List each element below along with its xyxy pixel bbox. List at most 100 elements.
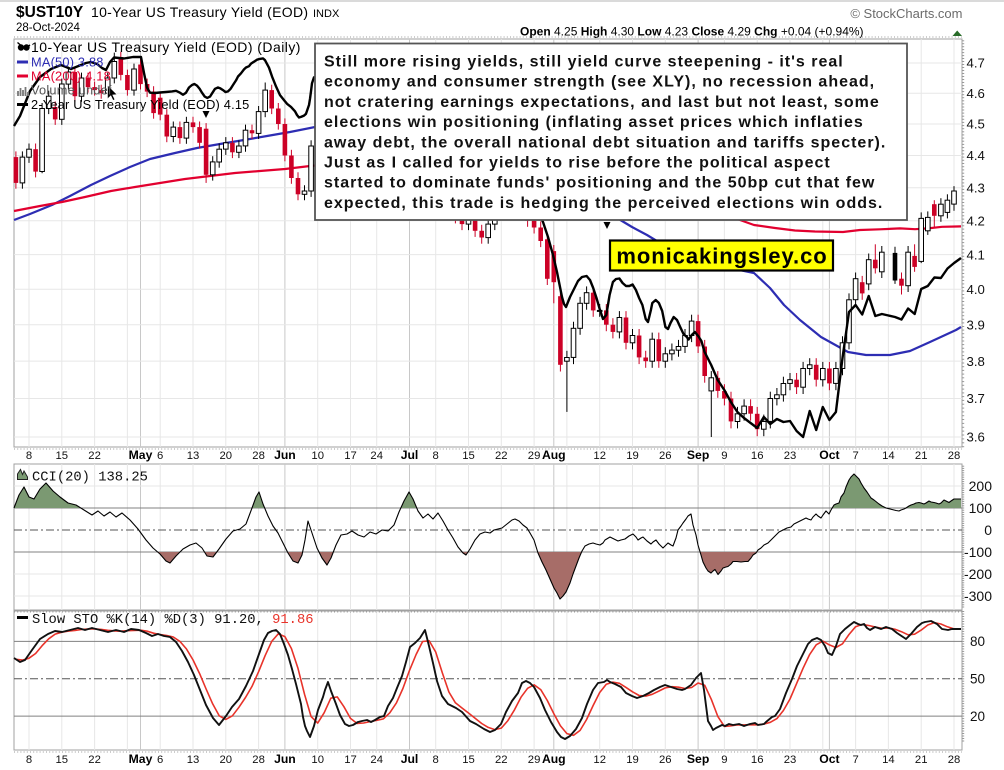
svg-text:12: 12 <box>593 450 606 462</box>
svg-text:4.3: 4.3 <box>967 181 985 196</box>
svg-text:19: 19 <box>626 450 639 462</box>
svg-text:21: 21 <box>915 754 928 766</box>
svg-text:19: 19 <box>626 754 639 766</box>
svg-text:© StockCharts.com: © StockCharts.com <box>850 6 962 21</box>
svg-text:expected, this trade is hedgin: expected, this trade is hedging the perc… <box>324 195 883 212</box>
svg-text:24: 24 <box>370 754 383 766</box>
svg-text:80: 80 <box>970 634 985 649</box>
svg-text:15: 15 <box>56 754 69 766</box>
svg-text:22: 22 <box>495 754 508 766</box>
svg-text:Aug: Aug <box>542 448 566 462</box>
svg-text:24: 24 <box>370 450 383 462</box>
svg-text:200: 200 <box>969 478 993 494</box>
svg-text:6: 6 <box>157 754 163 766</box>
svg-text:away debt, the overall nationa: away debt, the overall national debt sit… <box>324 134 886 151</box>
svg-text:3.8: 3.8 <box>967 354 985 369</box>
svg-text:7: 7 <box>852 754 858 766</box>
svg-text:6: 6 <box>157 450 163 462</box>
svg-text:8: 8 <box>433 754 439 766</box>
svg-text:10: 10 <box>311 754 324 766</box>
svg-text:4.1: 4.1 <box>967 247 985 262</box>
svg-text:Jul: Jul <box>401 448 419 462</box>
svg-text:4.7: 4.7 <box>967 56 985 71</box>
svg-text:May: May <box>129 448 153 462</box>
svg-text:MA(50) 3.88: MA(50) 3.88 <box>31 55 104 70</box>
svg-text:22: 22 <box>495 450 508 462</box>
svg-text:23: 23 <box>784 754 797 766</box>
svg-text:29: 29 <box>528 754 541 766</box>
svg-text:15: 15 <box>462 754 475 766</box>
svg-text:9: 9 <box>721 754 727 766</box>
svg-text:17: 17 <box>344 754 357 766</box>
svg-text:Jul: Jul <box>401 752 419 766</box>
svg-text:2-Year US Treasury Yield (EOD): 2-Year US Treasury Yield (EOD) 4.15 <box>31 97 249 112</box>
svg-text:started to dominate funds' pos: started to dominate funds' positioning a… <box>324 175 875 192</box>
svg-text:INDX: INDX <box>313 8 340 20</box>
svg-text:4.0: 4.0 <box>967 282 985 297</box>
svg-text:3.9: 3.9 <box>967 317 985 332</box>
svg-text:Oct: Oct <box>819 448 839 462</box>
svg-text:28-Oct-2024: 28-Oct-2024 <box>16 22 81 34</box>
svg-text:7: 7 <box>852 450 858 462</box>
svg-text:10-Year US Treasury Yield (EOD: 10-Year US Treasury Yield (EOD) <box>91 4 308 20</box>
svg-text:16: 16 <box>751 754 764 766</box>
svg-text:28: 28 <box>948 450 961 462</box>
svg-text:Sep: Sep <box>687 448 709 462</box>
svg-text:Jun: Jun <box>274 752 296 766</box>
svg-text:monicakingsley.co: monicakingsley.co <box>616 244 827 269</box>
svg-text:14: 14 <box>882 754 895 766</box>
svg-text:Jun: Jun <box>274 448 296 462</box>
svg-text:3.7: 3.7 <box>967 391 985 406</box>
svg-text:economy and consumer strength: economy and consumer strength (see XLY),… <box>324 74 875 91</box>
svg-text:28: 28 <box>252 754 265 766</box>
svg-text:12: 12 <box>593 754 606 766</box>
svg-text:9: 9 <box>721 450 727 462</box>
svg-text:28: 28 <box>948 754 961 766</box>
svg-text:13: 13 <box>187 450 200 462</box>
svg-text:Volume undef: Volume undef <box>31 83 112 98</box>
svg-text:4.4: 4.4 <box>967 148 985 163</box>
svg-text:Aug: Aug <box>542 752 566 766</box>
svg-text:8: 8 <box>433 450 439 462</box>
svg-text:4.2: 4.2 <box>967 214 985 229</box>
svg-text:Still more rising yields, stil: Still more rising yields, still yield cu… <box>324 54 844 71</box>
svg-text:22: 22 <box>88 450 101 462</box>
svg-text:0: 0 <box>984 522 992 538</box>
svg-text:4.5: 4.5 <box>967 117 985 132</box>
svg-text:100: 100 <box>969 500 993 516</box>
svg-text:Slow STO %K(14) %D(3) 91.20, 9: Slow STO %K(14) %D(3) 91.20, 91.86 <box>32 612 314 628</box>
svg-text:10-Year US Treasury Yield (EOD: 10-Year US Treasury Yield (EOD) (Daily) <box>31 39 301 55</box>
svg-text:MA(200) 4.18: MA(200) 4.18 <box>31 69 111 84</box>
svg-text:21: 21 <box>915 450 928 462</box>
svg-text:50: 50 <box>970 672 985 687</box>
svg-text:20: 20 <box>970 709 985 724</box>
svg-text:10: 10 <box>311 450 324 462</box>
svg-text:-100: -100 <box>964 544 992 560</box>
svg-text:$UST10Y: $UST10Y <box>16 4 84 21</box>
svg-text:15: 15 <box>462 450 475 462</box>
svg-text:Sep: Sep <box>687 752 709 766</box>
svg-text:29: 29 <box>528 450 541 462</box>
svg-text:Just as I called for yields to: Just as I called for yields to rise befo… <box>324 155 831 172</box>
svg-text:26: 26 <box>659 754 672 766</box>
svg-text:15: 15 <box>56 450 69 462</box>
svg-text:16: 16 <box>751 450 764 462</box>
svg-text:13: 13 <box>187 754 200 766</box>
svg-text:22: 22 <box>88 754 101 766</box>
svg-text:May: May <box>129 752 153 766</box>
svg-text:26: 26 <box>659 450 672 462</box>
svg-text:Open 4.25 High 4.30 Low 4.23 C: Open 4.25 High 4.30 Low 4.23 Close 4.29 … <box>520 25 864 39</box>
svg-text:-200: -200 <box>964 566 992 582</box>
svg-text:elections win positioning (inf: elections win positioning (inflating ass… <box>324 114 864 131</box>
svg-text:Oct: Oct <box>819 752 839 766</box>
svg-text:17: 17 <box>344 450 357 462</box>
svg-text:28: 28 <box>252 450 265 462</box>
svg-text:8: 8 <box>26 450 32 462</box>
svg-text:23: 23 <box>784 450 797 462</box>
svg-text:14: 14 <box>882 450 895 462</box>
svg-text:CCI(20) 138.25: CCI(20) 138.25 <box>32 470 148 486</box>
svg-text:8: 8 <box>26 754 32 766</box>
svg-text:3.6: 3.6 <box>967 430 985 445</box>
svg-text:not cratering earnings expecta: not cratering earnings expectations, and… <box>324 94 880 111</box>
svg-text:20: 20 <box>220 754 233 766</box>
